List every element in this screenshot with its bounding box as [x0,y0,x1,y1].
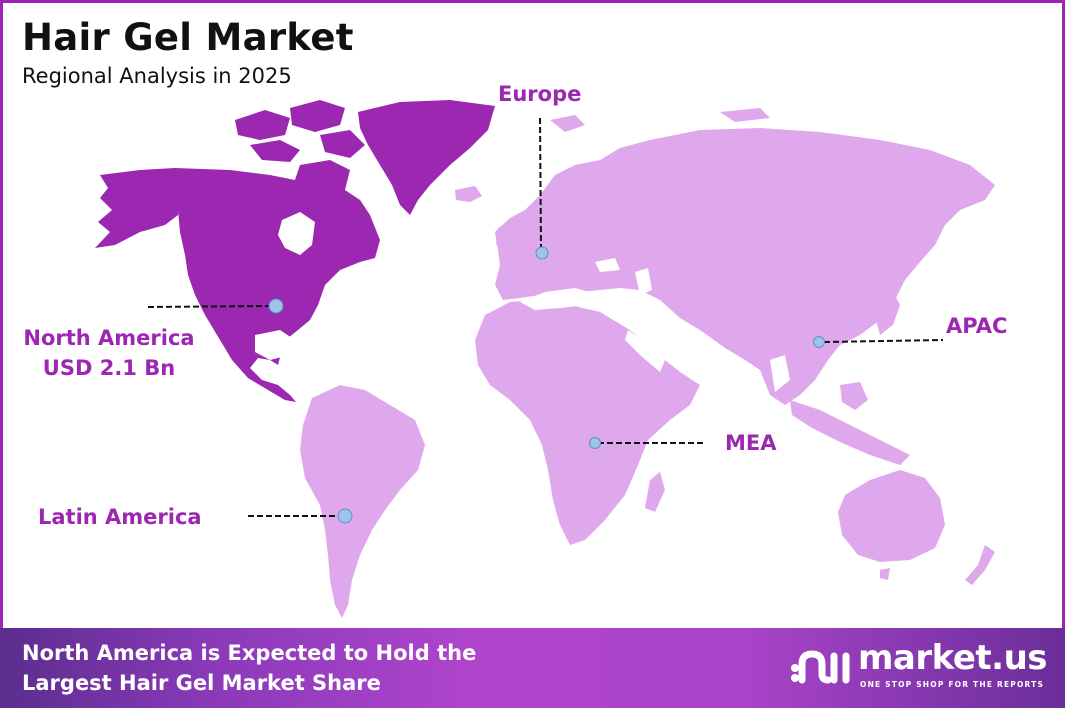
footer-message: North America is Expected to Hold the La… [22,638,476,698]
hudson-bay [278,212,315,255]
water-bodies [520,258,790,430]
marker-apac[interactable] [813,336,825,348]
brand-name: market.us [858,638,1048,678]
label-europe: Europe [498,82,582,106]
region-name: North America [23,326,195,350]
marker-mea[interactable] [589,437,601,449]
brand-logo[interactable]: market.us ONE STOP SHOP FOR THE REPORTS [790,638,1048,694]
marker-north-america[interactable] [268,298,284,314]
marker-latin-america[interactable] [337,508,353,524]
brand-tagline: ONE STOP SHOP FOR THE REPORTS [860,680,1045,689]
page-subtitle: Regional Analysis in 2025 [22,64,292,88]
footer-line-2: Largest Hair Gel Market Share [22,671,381,695]
marker-europe[interactable] [535,246,549,260]
footer-banner: North America is Expected to Hold the La… [0,628,1065,708]
leader-europe [539,117,542,251]
label-mea: MEA [725,431,777,455]
market-us-logo-icon [791,650,850,684]
leader-north-america [147,305,271,308]
footer-line-1: North America is Expected to Hold the [22,641,477,665]
page-title: Hair Gel Market [22,16,354,59]
leader-apac [823,339,944,343]
leader-lines [147,117,944,517]
markers [268,246,825,524]
region-north-america-shape [95,100,495,402]
world-map [95,100,995,618]
label-latin-america: Latin America [38,505,202,529]
label-apac: APAC [946,314,1008,338]
label-north-america: North America USD 2.1 Bn [14,323,204,383]
region-value: USD 2.1 Bn [42,356,176,380]
gulf-of-mexico [255,330,295,360]
other-regions-shapes [300,108,995,618]
